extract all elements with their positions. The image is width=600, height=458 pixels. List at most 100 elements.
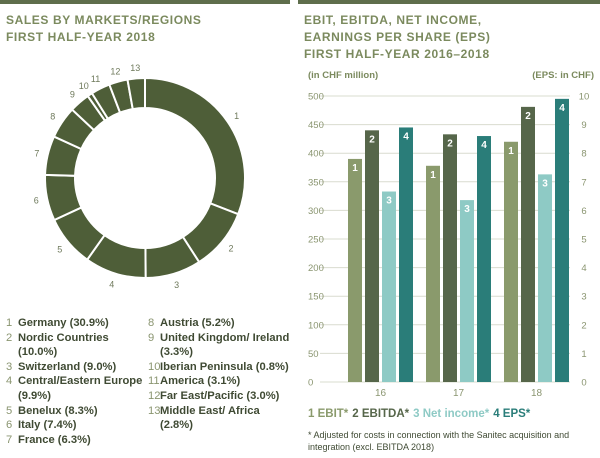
sales-legend-item: 8 Austria (5.2%) bbox=[148, 316, 290, 331]
sales-legend-label: America (3.1%) bbox=[160, 375, 241, 388]
sales-legend-item: 7 France (6.3%) bbox=[6, 433, 146, 448]
sales-title-line-1: SALES BY MARKETS/REGIONS bbox=[6, 13, 202, 27]
bar bbox=[460, 200, 474, 382]
sales-legend-number: 7 bbox=[6, 433, 13, 446]
bar-number-label: 3 bbox=[386, 196, 392, 207]
earnings-title-line-3: FIRST HALF-YEAR 2016–2018 bbox=[304, 47, 490, 61]
donut-slice-label: 1 bbox=[234, 111, 239, 121]
sales-legend-label: Benelux (8.3%) bbox=[18, 404, 98, 417]
sales-legend-number: 2 bbox=[6, 331, 13, 344]
x-tick-label: 18 bbox=[531, 388, 543, 399]
top-rule bbox=[298, 0, 600, 4]
sales-legend-number: 6 bbox=[6, 419, 13, 432]
donut-slice-label: 8 bbox=[50, 112, 55, 122]
donut-slice bbox=[144, 76, 246, 216]
sales-legend-label: Italy (7.4%) bbox=[18, 419, 77, 432]
y-right-tick-label: 5 bbox=[581, 235, 586, 246]
sales-title-line-2: FIRST HALF-YEAR 2018 bbox=[6, 30, 156, 44]
sales-legend-col-1: 1 Germany (30.9%) 2 Nordic Countries (10.0%… bbox=[6, 316, 146, 447]
y-tick-label: 250 bbox=[308, 235, 324, 246]
sales-legend-number: 5 bbox=[6, 404, 13, 417]
donut-slice-label: 11 bbox=[91, 74, 100, 84]
sales-legend-label: Austria (5.2%) bbox=[160, 317, 235, 329]
y-right-tick-label: 1 bbox=[581, 349, 586, 360]
bar bbox=[521, 106, 535, 383]
donut-slice-label: 9 bbox=[70, 90, 75, 100]
y-tick-label: 200 bbox=[308, 263, 324, 274]
donut-slice-label: 13 bbox=[130, 63, 140, 73]
earnings-legend-item: 4 EPS* bbox=[493, 408, 531, 420]
sales-legend-number: 8 bbox=[148, 317, 155, 329]
y-right-tick-label: 10 bbox=[579, 92, 590, 103]
donut-slice bbox=[126, 76, 146, 111]
bar-number-label: 4 bbox=[559, 103, 565, 114]
sales-legend-number: 13 bbox=[148, 404, 161, 417]
earnings-legend-item: 3 Net income* bbox=[413, 408, 490, 420]
sales-legend-item: 3 Switzerland (9.0%) bbox=[6, 360, 146, 375]
sales-legend-item: 9 United Kingdom/ Ireland (3.3%) bbox=[148, 331, 290, 360]
donut-slice-label: 5 bbox=[57, 245, 62, 255]
earnings-panel: EBIT, EBITDA, NET INCOME, EARNINGS PER S… bbox=[298, 0, 600, 458]
sales-legend-item: 1 Germany (30.9%) bbox=[6, 316, 146, 331]
y-tick-label: 100 bbox=[308, 320, 324, 331]
sales-legend-label: Switzerland (9.0%) bbox=[18, 360, 117, 373]
sales-legend-label: Middle East/ Africa (2.8%) bbox=[160, 404, 260, 432]
y-right-tick-label: 4 bbox=[581, 263, 586, 274]
sales-legend-item: 5 Benelux (8.3%) bbox=[6, 404, 146, 419]
donut-slice-label: 10 bbox=[79, 81, 89, 91]
y-right-tick-label: 9 bbox=[581, 120, 586, 131]
sales-legend-number: 11 bbox=[148, 375, 160, 388]
bar bbox=[399, 127, 413, 383]
sales-legend-number: 1 bbox=[6, 317, 13, 329]
sales-legend-col-2: 8 Austria (5.2%) 9 United Kingdom/ Ireland … bbox=[148, 316, 290, 433]
sales-legend-label: Germany (30.9%) bbox=[18, 317, 109, 329]
bar-number-label: 4 bbox=[481, 140, 487, 151]
bar bbox=[382, 191, 396, 382]
y-right-tick-label: 0 bbox=[581, 378, 586, 389]
earnings-legend: 1 EBIT* 2 EBITDA* 3 Net income* 4 EPS* bbox=[308, 408, 534, 420]
sales-legend-item: 2 Nordic Countries (10.0%) bbox=[6, 331, 146, 360]
y-tick-label: 150 bbox=[308, 292, 324, 303]
y-right-tick-label: 3 bbox=[581, 292, 586, 303]
sales-legend-label: Nordic Countries (10.0%) bbox=[18, 331, 109, 359]
sales-title: SALES BY MARKETS/REGIONS FIRST HALF-YEAR… bbox=[6, 12, 202, 46]
bar-number-label: 1 bbox=[508, 146, 514, 157]
sales-legend-number: 9 bbox=[148, 331, 155, 344]
bar-number-label: 1 bbox=[430, 170, 436, 181]
y-right-tick-label: 8 bbox=[581, 149, 586, 160]
earnings-title-line-2: EARNINGS PER SHARE (EPS) bbox=[304, 30, 491, 44]
left-axis-unit: (in CHF million) bbox=[308, 70, 379, 81]
sales-legend-item: 12 Far East/Pacific (3.0%) bbox=[148, 389, 290, 404]
earnings-legend-item: 2 EBITDA* bbox=[352, 408, 410, 420]
donut-slice-label: 2 bbox=[228, 244, 233, 254]
sales-legend-item: 10 Iberian Peninsula (0.8%) bbox=[148, 360, 290, 375]
donut-slice-label: 6 bbox=[34, 196, 39, 206]
bar bbox=[365, 130, 379, 382]
bar-number-label: 2 bbox=[447, 138, 453, 149]
earnings-title-line-1: EBIT, EBITDA, NET INCOME, bbox=[304, 13, 482, 27]
y-tick-label: 50 bbox=[308, 349, 319, 360]
y-tick-label: 350 bbox=[308, 177, 324, 188]
sales-legend-item: 11 America (3.1%) bbox=[148, 374, 290, 389]
donut-slice-label: 12 bbox=[110, 67, 120, 77]
donut-slice-label: 3 bbox=[174, 280, 179, 290]
top-rule bbox=[0, 0, 290, 4]
sales-legend-label: United Kingdom/ Ireland (3.3%) bbox=[160, 331, 290, 359]
bar bbox=[555, 98, 569, 383]
y-tick-label: 500 bbox=[308, 92, 324, 103]
y-tick-label: 450 bbox=[308, 120, 324, 131]
sales-panel: SALES BY MARKETS/REGIONS FIRST HALF-YEAR… bbox=[0, 0, 290, 458]
y-tick-label: 400 bbox=[308, 149, 324, 160]
sales-legend-item: 13 Middle East/ Africa (2.8%) bbox=[148, 404, 290, 433]
sales-legend-label: Central/Eastern Europe (9.9%) bbox=[18, 375, 143, 402]
bar-number-label: 2 bbox=[525, 111, 531, 122]
donut-slice-label: 4 bbox=[109, 279, 114, 289]
sales-legend-number: 10 bbox=[148, 360, 161, 373]
y-right-tick-label: 2 bbox=[581, 320, 586, 331]
earnings-bar-chart: 0 50 100 150 200 250 300 350 400 450 500 0 1 2 3 4 5 6 7 8 9… bbox=[308, 92, 590, 400]
bar-number-label: 2 bbox=[369, 134, 375, 145]
bar-number-label: 3 bbox=[542, 178, 548, 189]
y-right-tick-label: 7 bbox=[581, 177, 586, 188]
bar bbox=[504, 141, 518, 382]
